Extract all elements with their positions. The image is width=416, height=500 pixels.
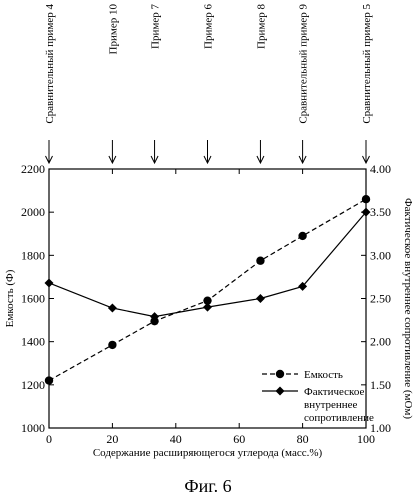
x-tick-label: 80 <box>297 432 309 446</box>
capacity-point <box>44 376 54 385</box>
capacity-point <box>361 195 371 204</box>
series-group <box>44 195 371 385</box>
annotation-label: Пример 10 <box>107 4 119 55</box>
x-tick-label: 20 <box>106 432 118 446</box>
annotation-arrow-head <box>362 155 370 165</box>
legend-marker-resistance <box>275 386 285 396</box>
legend: Емкость Фактическоевнутреннеесопротивлени… <box>262 369 374 424</box>
x-axis-label: Содержание расширяющегося углерода (масс… <box>93 447 323 459</box>
resistance-point <box>44 278 54 288</box>
annotation-arrow-head <box>45 155 53 165</box>
y2-tick-label: 3.50 <box>370 205 391 219</box>
y2-tick-label: 2.00 <box>370 335 391 349</box>
resistance-point <box>203 302 212 312</box>
series-line-0 <box>48 198 367 382</box>
y2-tick-label: 4.00 <box>370 162 391 176</box>
x-tick-label: 60 <box>233 432 245 446</box>
annotation-label: Пример 6 <box>203 4 215 49</box>
y-tick-label: 2000 <box>21 205 45 219</box>
y-tick-label: 1400 <box>21 335 45 349</box>
y2-tick-label: 1.00 <box>370 421 391 435</box>
right-axis-label: Фактическое внутреннее сопротивление (мО… <box>402 198 414 419</box>
resistance-point <box>298 281 308 291</box>
capacity-point <box>298 231 307 241</box>
annotation-arrow-head <box>108 155 117 165</box>
y-tick-label: 1200 <box>21 378 45 392</box>
annotation-arrow-head <box>150 155 159 165</box>
capacity-point <box>203 296 212 305</box>
x-tick-label: 40 <box>170 432 182 446</box>
annotation-label: Пример 7 <box>150 4 162 49</box>
capacity-point <box>256 256 265 265</box>
resistance-point <box>150 312 160 322</box>
resistance-point <box>361 207 371 217</box>
left-axis-label: Емкость (Ф) <box>4 269 16 327</box>
legend-marker-capacity <box>275 369 285 379</box>
y2-tick-label: 3.00 <box>370 248 391 262</box>
y2-tick-label: 1.50 <box>370 378 391 392</box>
right-axis-ticks: 1.00 1.50 2.00 2.50 3.00 3.50 4.00 <box>361 162 391 435</box>
legend-label-resistance-line: сопротивление <box>304 412 374 424</box>
annotation-arrow-head <box>203 155 212 165</box>
figure-caption: Фиг. 6 <box>184 476 231 496</box>
y-tick-label: 2200 <box>21 162 45 176</box>
y-tick-label: 1800 <box>21 248 45 262</box>
capacity-point <box>150 316 159 326</box>
x-tick-label: 100 <box>357 432 375 446</box>
capacity-point <box>108 340 117 350</box>
annotation-arrow-head <box>256 155 265 165</box>
left-axis-ticks: 1000 1200 1400 1600 1800 2000 2200 <box>21 162 54 435</box>
x-axis-ticks: 0 20 40 60 80 100 <box>46 169 375 446</box>
resistance-point <box>107 303 117 313</box>
legend-label-capacity: Емкость <box>304 369 343 381</box>
example-annotations: Сравнительный пример 4 Пример 10 Пример 7 П… <box>44 4 373 165</box>
y2-tick-label: 2.50 <box>370 292 391 306</box>
annotation-label: Сравнительный пример 9 <box>298 4 310 124</box>
annotation-label: Пример 8 <box>255 4 267 49</box>
annotation-label: Сравнительный пример 5 <box>361 4 373 124</box>
resistance-point <box>255 294 265 303</box>
y-tick-label: 1600 <box>21 292 45 306</box>
legend-label-resistance-line: внутреннее <box>304 399 358 411</box>
legend-label-resistance-line: Фактическое <box>304 386 364 398</box>
annotation-label: Сравнительный пример 4 <box>44 4 56 124</box>
x-tick-label: 0 <box>46 432 52 446</box>
annotation-arrow-head <box>298 155 307 165</box>
y-tick-label: 1000 <box>21 421 45 435</box>
